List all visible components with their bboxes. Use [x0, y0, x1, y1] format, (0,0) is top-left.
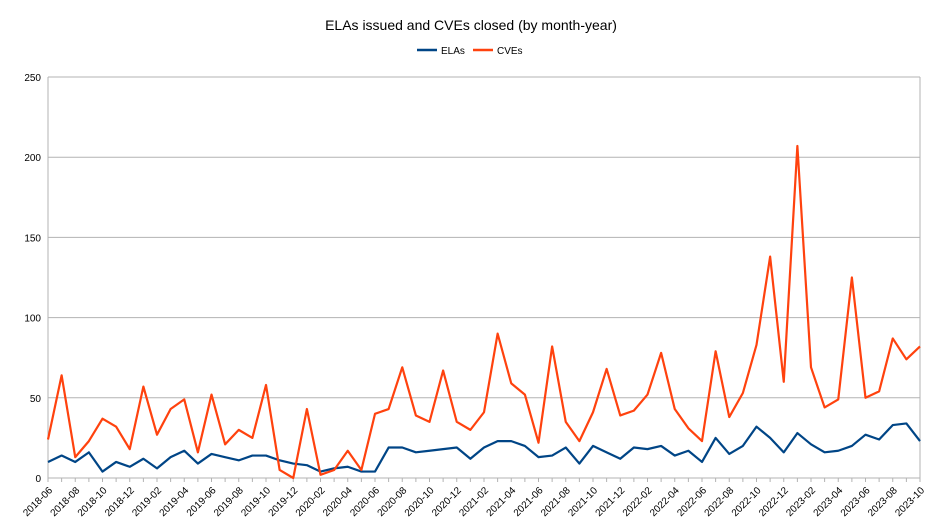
legend: ELAs CVEs: [417, 46, 523, 57]
y-tick-label: 100: [24, 314, 41, 325]
y-axis: 0 50 100 150 200 250: [24, 73, 49, 485]
y-tick-label: 200: [24, 153, 41, 164]
series-elas: [47, 422, 921, 473]
x-axis: 2018-062018-082018-102018-122019-022019-…: [21, 478, 927, 519]
legend-label: CVEs: [497, 46, 523, 57]
y-tick-label: 0: [35, 474, 41, 485]
chart-title: ELAs issued and CVEs closed (by month-ye…: [325, 17, 617, 33]
x-tick-label: 2023-10: [893, 485, 927, 519]
series-line: [46, 144, 921, 480]
legend-label: ELAs: [441, 46, 465, 57]
y-tick-label: 150: [24, 233, 41, 244]
series-cves: [46, 144, 921, 480]
series-group: [46, 144, 921, 480]
y-tick-label: 50: [30, 394, 42, 405]
y-tick-label: 250: [24, 73, 41, 84]
